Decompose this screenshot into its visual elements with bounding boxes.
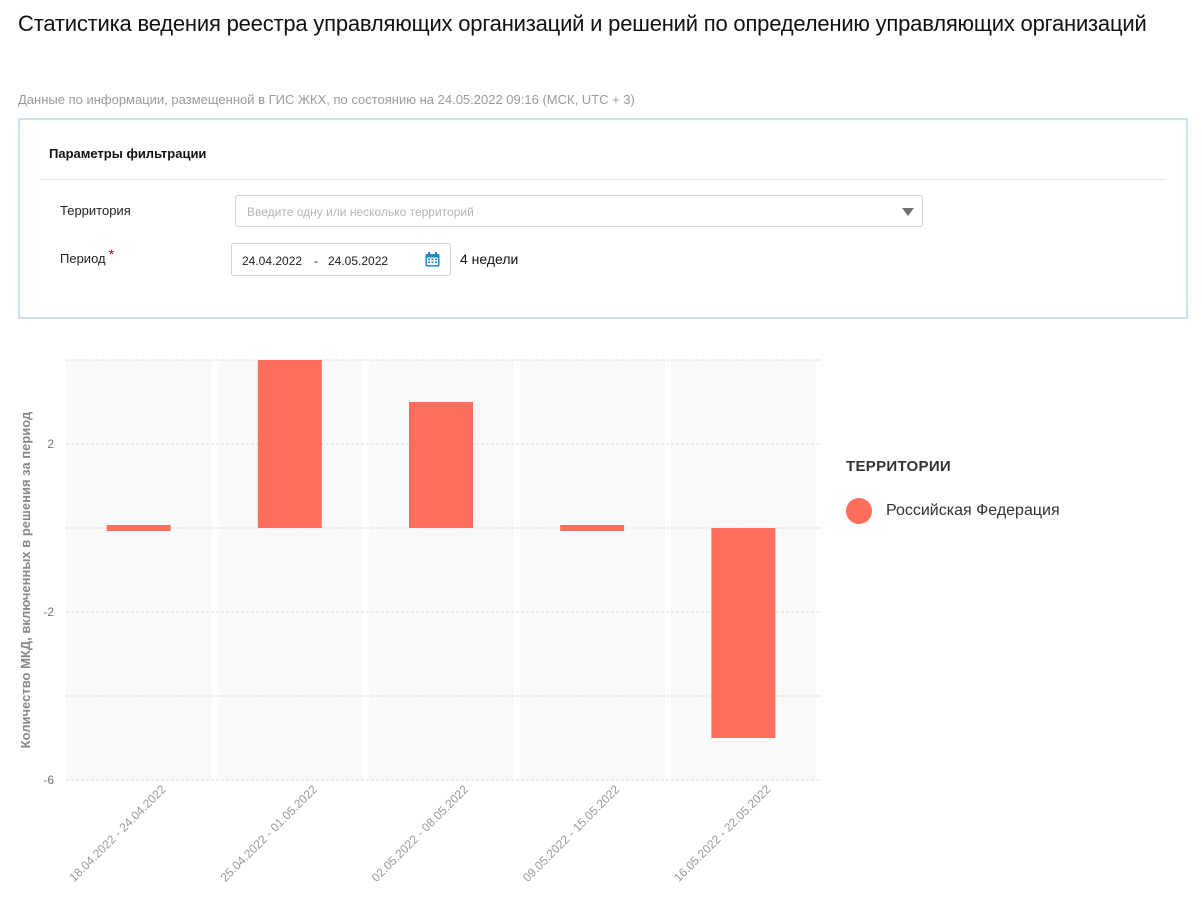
x-tick-label: 18.04.2022 - 24.04.2022: [66, 782, 169, 885]
period-date-range-input[interactable]: 24.04.2022 - 24.05.2022: [231, 243, 451, 276]
x-tick-label: 16.05.2022 - 22.05.2022: [671, 782, 774, 885]
period-separator: -: [314, 254, 318, 268]
bar: [409, 402, 473, 528]
chevron-down-icon[interactable]: [902, 208, 914, 216]
x-tick-label: 09.05.2022 - 15.05.2022: [520, 782, 623, 885]
period-from: 24.04.2022: [242, 254, 303, 268]
category-band: [519, 360, 665, 780]
filter-divider: [40, 179, 1166, 180]
legend-title: ТЕРРИТОРИИ: [846, 458, 951, 475]
data-status-note: Данные по информации, размещенной в ГИС …: [18, 92, 635, 107]
chart-area: -6 -2 2 18.04.2022 - 24.04.2022 25.04.2022 -…: [0, 340, 1202, 907]
x-tick-label: 02.05.2022 - 08.05.2022: [369, 782, 472, 885]
required-marker: *: [108, 246, 115, 262]
territory-select[interactable]: Введите одну или несколько территорий: [235, 195, 923, 227]
filter-panel-title: Параметры фильтрации: [49, 146, 207, 161]
legend-label: Российская Федерация: [886, 502, 1060, 519]
y-tick-label: -6: [43, 773, 54, 787]
y-tick-label: -2: [43, 605, 54, 619]
filter-panel: Параметры фильтрации Территория Введите …: [18, 118, 1188, 319]
y-tick-label: 2: [47, 437, 54, 451]
territory-label: Территория: [60, 203, 131, 218]
bar-chart: -6 -2 2 18.04.2022 - 24.04.2022 25.04.2022 -…: [18, 359, 822, 885]
bar: [560, 525, 625, 531]
bar: [257, 360, 322, 528]
bar: [711, 528, 776, 738]
calendar-icon[interactable]: [425, 252, 440, 267]
y-axis-title: Количество МКД, включенных в решения за …: [18, 411, 33, 748]
x-tick-label: 25.04.2022 - 01.05.2022: [218, 782, 321, 885]
period-duration: 4 недели: [460, 251, 519, 267]
period-label: Период: [60, 251, 106, 266]
legend-dot: [846, 498, 872, 524]
period-to: 24.05.2022: [328, 254, 389, 268]
territory-placeholder: Введите одну или несколько территорий: [247, 205, 474, 219]
period-label-row: Период *: [60, 246, 114, 266]
category-band: [66, 360, 212, 780]
bar: [106, 525, 171, 531]
page-title: Статистика ведения реестра управляющих о…: [18, 11, 1147, 36]
